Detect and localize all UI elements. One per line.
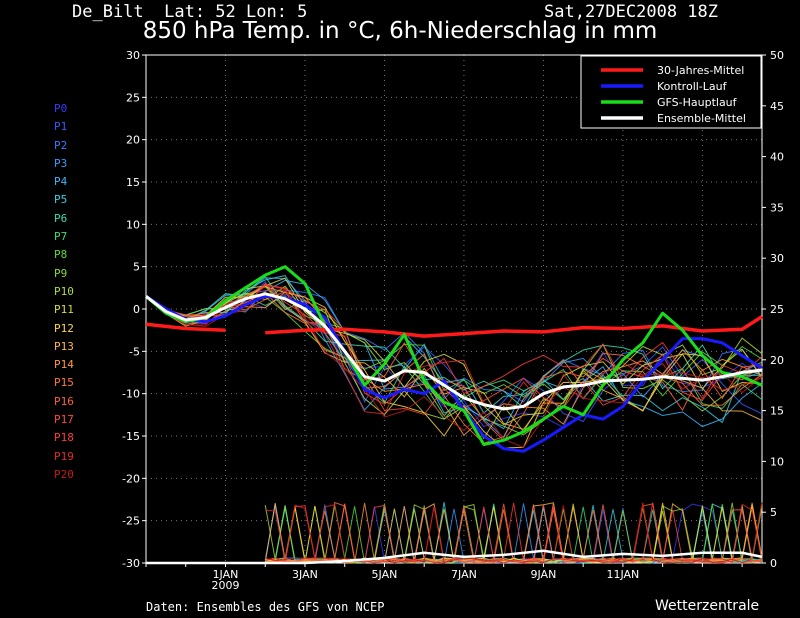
member-label-p7: P7 [54,230,68,244]
x-tick-label: 7JAN [451,568,477,581]
y-left-tick-label: 0 [133,303,140,316]
series-lines [145,265,763,565]
member-label-p5: P5 [54,193,68,207]
series-line [145,265,763,446]
legend-entry: GFS-Hauptlauf [657,96,738,109]
y-left-tick-label: 25 [126,91,140,104]
y-right-tick-label: 35 [770,201,784,214]
member-line [145,277,763,426]
y-left-tick-label: -30 [122,557,140,570]
y-left-tick-label: 5 [133,261,140,274]
y-right-tick-label: 25 [770,303,784,316]
member-label-p9: P9 [54,266,68,280]
y-right-tick-label: 45 [770,100,784,113]
member-line [145,284,763,415]
ensemble-members [145,275,763,564]
member-label-p2: P2 [54,138,68,152]
member-label-p0: P0 [54,102,68,115]
y-left-tick-label: -10 [122,388,140,401]
member-line [145,289,763,449]
member-label-p8: P8 [54,248,68,262]
brand-label: Wetterzentrale [655,598,760,614]
member-line [145,286,763,449]
member-line [145,275,763,424]
y-right-tick-label: 20 [770,354,784,367]
member-line [145,290,763,442]
x-tick-label: 5JAN [372,568,398,581]
member-label-p3: P3 [54,156,68,170]
station-label: De_Bilt Lat: 52 Lon: 5 [72,2,308,22]
x-tick-label: 9JAN [531,568,557,581]
chart-title: 850 hPa Temp. in °C, 6h-Niederschlag in … [142,18,658,44]
member-label-p1: P1 [54,120,68,134]
member-label-p14: P14 [54,358,74,372]
y-right-tick-label: 40 [770,151,784,164]
member-label-p17: P17 [54,413,74,427]
series-line [145,294,763,453]
member-label-p11: P11 [54,303,74,317]
series-line [145,322,226,332]
y-right-tick-label: 15 [770,405,784,418]
y-right-tick-label: 5 [770,506,777,519]
member-precip-line [265,502,763,564]
member-label-p20: P20 [54,467,74,481]
member-label-p13: P13 [54,339,74,353]
precip-mean-line [146,549,763,565]
member-label-p6: P6 [54,211,68,225]
y-right-tick-label: 10 [770,455,784,468]
y-left-tick-label: 15 [126,176,140,189]
member-label-p12: P12 [54,321,74,335]
x-tick-label: 1JAN [213,568,239,581]
y-left-tick-label: -20 [122,472,140,485]
member-label-p10: P10 [54,284,74,298]
y-left-tick-label: 30 [126,49,140,62]
legend-box [580,55,762,129]
y-right-tick-label: 0 [770,557,777,570]
member-label-p4: P4 [54,175,68,189]
legend-entry: 30-Jahres-Mittel [657,64,744,77]
y-left-tick-label: 10 [126,218,140,231]
series-line [265,315,763,338]
x-tick-label: 3JAN [292,568,318,581]
member-label-p15: P15 [54,376,74,390]
y-left-tick-label: 20 [126,134,140,147]
y-left-tick-label: -25 [122,515,140,528]
axes: 302520151050-5-10-15-20-25-3050454035302… [122,49,784,592]
x-tick-year: 2009 [211,579,239,592]
y-left-tick-label: -5 [129,345,140,358]
member-label-p16: P16 [54,394,74,408]
member-label-p19: P19 [54,449,74,463]
data-source: Daten: Ensembles des GFS von NCEP [146,600,385,614]
member-line [145,292,763,420]
member-label-p18: P18 [54,431,74,445]
x-tick-label: 11JAN [606,568,639,581]
y-right-tick-label: 50 [770,49,784,62]
series-line [145,292,763,411]
y-left-tick-label: -15 [122,430,140,443]
member-legend: P0 P1 P2 P3 P4 P5 P6 P7 P8 P9 P10 P11 P12 P13 P14 P15 P1… [54,100,74,484]
y-right-tick-label: 30 [770,252,784,265]
run-datetime: Sat,27DEC2008 18Z [544,2,718,22]
legend-entry: Kontroll-Lauf [657,80,728,93]
legend: 30-Jahres-Mittel Kontroll-Lauf GFS-Hauptla… [580,55,762,129]
legend-entry: Ensemble-Mittel [657,112,746,125]
